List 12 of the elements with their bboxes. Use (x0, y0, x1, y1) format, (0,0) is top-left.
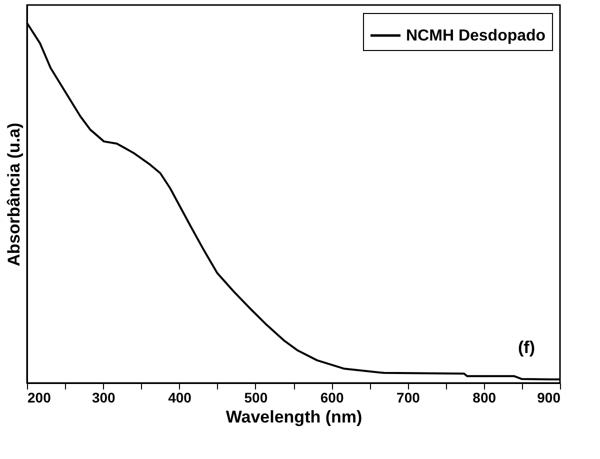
x-tick-label: 800 (472, 390, 496, 406)
y-axis-title: Absorbância (u.a) (4, 122, 24, 266)
x-tick-label: 700 (396, 390, 420, 406)
legend-label: NCMH Desdopado (406, 28, 546, 44)
x-tick-label: 400 (168, 390, 192, 406)
x-tick-label: 900 (537, 390, 561, 406)
x-tick-label: 200 (28, 390, 52, 406)
x-axis-title: Wavelength (nm) (226, 408, 362, 426)
annotation: (f) (518, 338, 535, 357)
x-tick-label: 500 (244, 390, 268, 406)
x-tick-label: 300 (92, 390, 116, 406)
x-tick-label: 600 (320, 390, 344, 406)
